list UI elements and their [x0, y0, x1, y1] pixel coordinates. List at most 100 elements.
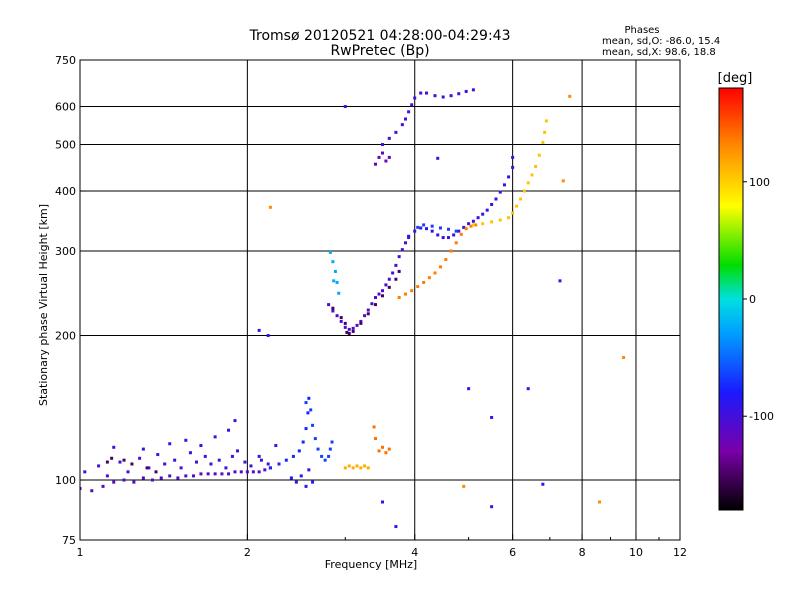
data-point	[387, 285, 391, 289]
data-point	[372, 425, 376, 429]
data-point	[274, 444, 278, 448]
data-point	[233, 419, 237, 423]
data-point	[370, 302, 374, 306]
data-point	[156, 453, 160, 457]
data-point	[224, 466, 228, 470]
data-point	[469, 224, 473, 228]
data-point	[407, 110, 411, 114]
data-point	[194, 460, 198, 464]
data-point	[307, 468, 311, 472]
data-point	[519, 197, 523, 201]
data-point	[316, 447, 320, 451]
data-point	[380, 143, 384, 147]
data-point	[366, 308, 370, 312]
data-point	[380, 151, 384, 155]
data-point	[452, 233, 456, 237]
data-point	[184, 438, 188, 442]
data-point	[462, 225, 466, 229]
data-point	[502, 183, 506, 187]
data-point	[291, 454, 295, 458]
data-point	[199, 472, 203, 476]
data-point	[494, 197, 498, 201]
data-point	[384, 159, 388, 163]
data-point	[330, 440, 334, 444]
data-point	[387, 136, 391, 140]
data-point	[397, 269, 401, 273]
data-point	[561, 179, 565, 183]
data-point	[331, 260, 335, 264]
data-point	[97, 464, 101, 468]
data-point	[419, 91, 423, 95]
data-point	[441, 236, 445, 240]
data-point	[90, 489, 94, 493]
phases-title: Phases	[624, 25, 659, 36]
data-point	[471, 223, 475, 227]
data-point	[485, 208, 489, 212]
data-point	[387, 277, 391, 281]
data-point	[266, 334, 270, 338]
x-tick-label: 1	[77, 546, 84, 559]
x-tick-label: 10	[629, 546, 643, 559]
x-axis-label: Frequency [MHz]	[325, 558, 417, 571]
data-point	[233, 470, 237, 474]
data-point	[422, 223, 426, 227]
phase-colorbar	[718, 87, 744, 511]
data-point	[511, 165, 515, 169]
data-point	[467, 387, 471, 391]
data-point	[433, 94, 437, 98]
data-point	[427, 276, 431, 280]
data-point	[394, 277, 398, 281]
data-point	[622, 355, 626, 359]
data-point	[419, 226, 423, 230]
scatter-points	[80, 88, 626, 529]
data-point	[366, 466, 370, 470]
data-point	[464, 227, 468, 231]
phases-x-stats: mean, sd,X: 98.6, 18.8	[602, 47, 716, 58]
data-point	[416, 225, 420, 229]
data-point	[444, 258, 448, 262]
data-point	[522, 189, 526, 193]
data-point	[245, 470, 249, 474]
data-point	[416, 285, 420, 289]
data-point	[359, 319, 363, 323]
data-point	[147, 466, 151, 470]
y-tick-label: 400	[55, 185, 76, 198]
data-point	[173, 458, 177, 462]
data-point	[568, 94, 572, 98]
data-point	[471, 219, 475, 223]
data-point	[320, 454, 324, 458]
data-point	[380, 294, 384, 298]
data-point	[351, 329, 355, 333]
data-point	[347, 327, 351, 331]
data-point	[141, 447, 145, 451]
data-point	[404, 241, 408, 245]
data-point	[331, 306, 335, 310]
data-point	[438, 226, 442, 230]
data-point	[307, 396, 311, 400]
data-point	[366, 312, 370, 316]
data-point	[168, 474, 172, 478]
data-point	[373, 437, 377, 441]
data-point	[299, 474, 303, 478]
data-point	[430, 229, 434, 233]
y-tick-label: 500	[55, 139, 76, 152]
data-point	[526, 387, 530, 391]
data-point	[407, 234, 411, 238]
data-point	[400, 123, 404, 127]
data-point	[122, 458, 126, 462]
data-point	[301, 440, 305, 444]
data-point	[457, 92, 461, 96]
data-point	[126, 470, 130, 474]
data-point	[471, 88, 475, 92]
data-point	[394, 130, 398, 134]
data-point	[257, 454, 261, 458]
data-point	[351, 326, 355, 330]
data-point	[80, 487, 82, 491]
data-point	[387, 447, 391, 451]
y-tick-label: 300	[55, 245, 76, 258]
data-point	[230, 454, 234, 458]
chart-title: Tromsø 20120521 04:28:00-04:29:43	[249, 28, 511, 44]
data-point	[394, 263, 398, 267]
data-point	[306, 411, 310, 415]
